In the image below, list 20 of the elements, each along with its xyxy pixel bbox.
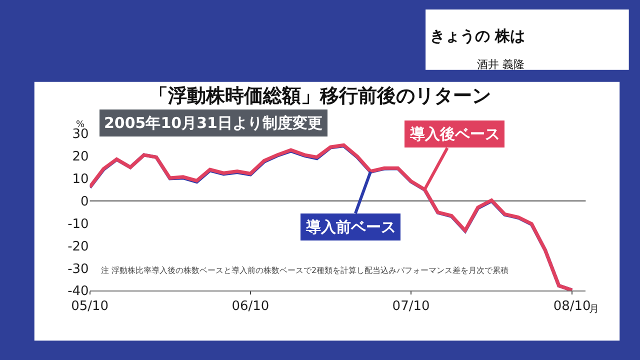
annotation: 注 浮動株比率導入後の株数ベースと導入前の株数ベースで2種類を計算し配当込みパフォーマンス差を月次で累積: [101, 266, 509, 275]
x-tick-label: 07/10: [392, 299, 430, 314]
text: 2005年10月31日より制度変更: [104, 114, 322, 132]
y-tick-label: 0: [80, 194, 89, 210]
y-tick-label: -10: [68, 216, 89, 232]
y-tick-label: 10: [72, 172, 89, 188]
x-tick-label: 08/10: [553, 299, 591, 314]
x-axis-title: 月: [589, 304, 599, 315]
y-tick-label: 30: [72, 127, 89, 142]
series-label: 導入後ベース: [409, 125, 500, 143]
text: きょうの 株は: [430, 27, 526, 45]
y-tick-label: -40: [68, 284, 89, 300]
chart-title: 「浮動株時価総額」移行前後のリターン: [149, 85, 491, 108]
y-tick-label: -30: [68, 262, 89, 277]
text: 酒井 義隆: [477, 58, 524, 71]
x-tick-label: 05/10: [71, 299, 109, 314]
y-tick-label: -20: [68, 239, 89, 254]
y-tick-label: 20: [72, 150, 89, 165]
text: 導入前ベース: [305, 218, 396, 236]
x-tick-label: 06/10: [232, 299, 270, 314]
